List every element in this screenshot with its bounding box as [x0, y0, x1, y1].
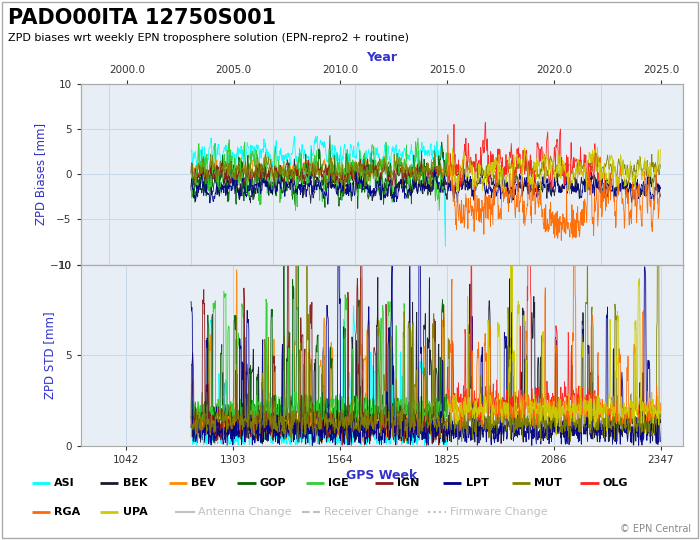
X-axis label: Year: Year — [366, 51, 397, 64]
Text: IGE: IGE — [328, 478, 349, 488]
Text: MUT: MUT — [534, 478, 562, 488]
Text: RGA: RGA — [54, 507, 80, 517]
Text: ZPD biases wrt weekly EPN troposphere solution (EPN-repro2 + routine): ZPD biases wrt weekly EPN troposphere so… — [8, 33, 409, 44]
Text: Antenna Change: Antenna Change — [198, 507, 292, 517]
Text: BEV: BEV — [191, 478, 216, 488]
Text: PADO00ITA 12750S001: PADO00ITA 12750S001 — [8, 8, 276, 28]
Y-axis label: ZPD Biases [mm]: ZPD Biases [mm] — [34, 123, 47, 225]
Text: GOP: GOP — [260, 478, 286, 488]
Text: ASI: ASI — [54, 478, 74, 488]
Text: IGN: IGN — [397, 478, 419, 488]
Text: LPT: LPT — [466, 478, 489, 488]
Text: UPA: UPA — [122, 507, 147, 517]
Text: Firmware Change: Firmware Change — [450, 507, 547, 517]
Y-axis label: ZPD STD [mm]: ZPD STD [mm] — [43, 311, 55, 399]
Text: OLG: OLG — [603, 478, 628, 488]
Text: © EPN Central: © EPN Central — [620, 523, 692, 534]
Text: BEK: BEK — [122, 478, 147, 488]
Text: Receiver Change: Receiver Change — [324, 507, 419, 517]
X-axis label: GPS Week: GPS Week — [346, 469, 417, 482]
